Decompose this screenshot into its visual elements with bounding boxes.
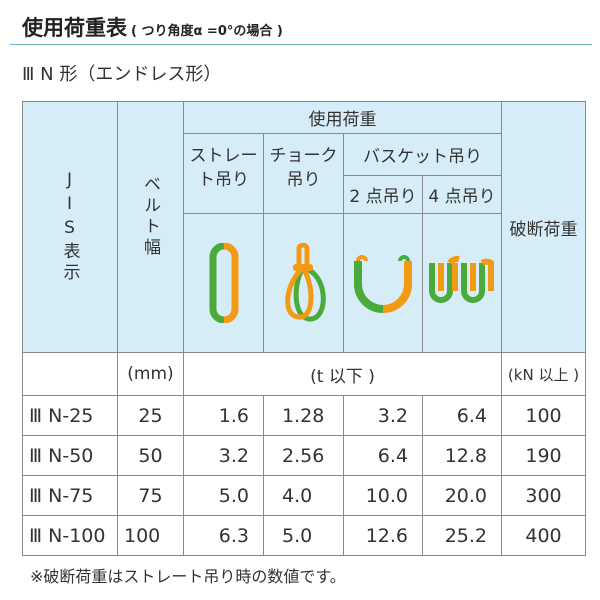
cell-model: Ⅲ N-100 (22, 515, 118, 556)
straight-sling-icon (183, 213, 264, 353)
cell-basket2: 6.4 (343, 435, 423, 476)
header-choke: チョーク吊り (263, 133, 344, 214)
cell-basket4: 6.4 (422, 395, 502, 436)
page-title: 使用荷重表 ( つり角度α =0°の場合 ) (22, 12, 283, 42)
header-jis: JIS表示 (22, 101, 118, 353)
header-breaking-load: 破断荷重 (501, 101, 586, 353)
cell-basket4: 20.0 (422, 475, 502, 516)
cell-breaking: 100 (501, 395, 586, 436)
cell-basket2: 3.2 (343, 395, 423, 436)
table-row: Ⅲ N-25 25 1.6 1.28 3.2 6.4 100 (22, 395, 586, 436)
cell-width: 25 (117, 395, 184, 436)
cell-model: Ⅲ N-25 (22, 395, 118, 436)
cell-straight: 6.3 (183, 515, 264, 556)
units-empty (22, 352, 118, 396)
cell-straight: 1.6 (183, 395, 264, 436)
cell-width: 50 (117, 435, 184, 476)
header-straight: ストレート吊り (183, 133, 264, 214)
cell-basket4: 12.8 (422, 435, 502, 476)
cell-breaking: 300 (501, 475, 586, 516)
cell-choke: 2.56 (263, 435, 344, 476)
unit-breaking: (kN 以上 ) (501, 352, 586, 396)
cell-basket2: 10.0 (343, 475, 423, 516)
header-jis-text: JIS表示 (59, 170, 80, 284)
cell-basket4: 25.2 (422, 515, 502, 556)
cell-choke: 5.0 (263, 515, 344, 556)
cell-breaking: 190 (501, 435, 586, 476)
title-text: 使用荷重表 (22, 16, 127, 40)
basket-two-point-icon (343, 213, 423, 353)
header-basket: バスケット吊り (343, 133, 502, 176)
header-four-point: 4 点吊り (422, 175, 502, 214)
table-row: Ⅲ N-100 100 6.3 5.0 12.6 25.2 400 (22, 515, 586, 556)
choke-sling-icon (263, 213, 344, 353)
subtitle: Ⅲ N 形（エンドレス形） (22, 64, 222, 85)
header-belt-width: ベルト幅 (117, 101, 184, 353)
footnote: ※破断荷重はストレート吊り時の数値です。 (30, 567, 346, 586)
cell-straight: 5.0 (183, 475, 264, 516)
cell-breaking: 400 (501, 515, 586, 556)
title-note: ( つり角度α =0°の場合 ) (131, 24, 283, 39)
unit-width: (mm) (117, 352, 184, 396)
unit-load: (t 以下 ) (183, 352, 502, 396)
cell-model: Ⅲ N-50 (22, 435, 118, 476)
cell-width: 75 (117, 475, 184, 516)
table-row: Ⅲ N-50 50 3.2 2.56 6.4 12.8 190 (22, 435, 586, 476)
cell-choke: 1.28 (263, 395, 344, 436)
cell-choke: 4.0 (263, 475, 344, 516)
header-belt-width-text: ベルト幅 (140, 175, 160, 259)
cell-model: Ⅲ N-75 (22, 475, 118, 516)
table-row: Ⅲ N-75 75 5.0 4.0 10.0 20.0 300 (22, 475, 586, 516)
header-working-load: 使用荷重 (183, 101, 502, 134)
cell-straight: 3.2 (183, 435, 264, 476)
load-table: JIS表示 ベルト幅 使用荷重 破断荷重 ストレート吊り チョーク吊り バスケッ… (22, 101, 586, 556)
header-two-point: 2 点吊り (343, 175, 423, 214)
cell-width: 100 (117, 515, 184, 556)
cell-basket2: 12.6 (343, 515, 423, 556)
title-divider (10, 44, 592, 45)
basket-four-point-icon (422, 213, 502, 353)
